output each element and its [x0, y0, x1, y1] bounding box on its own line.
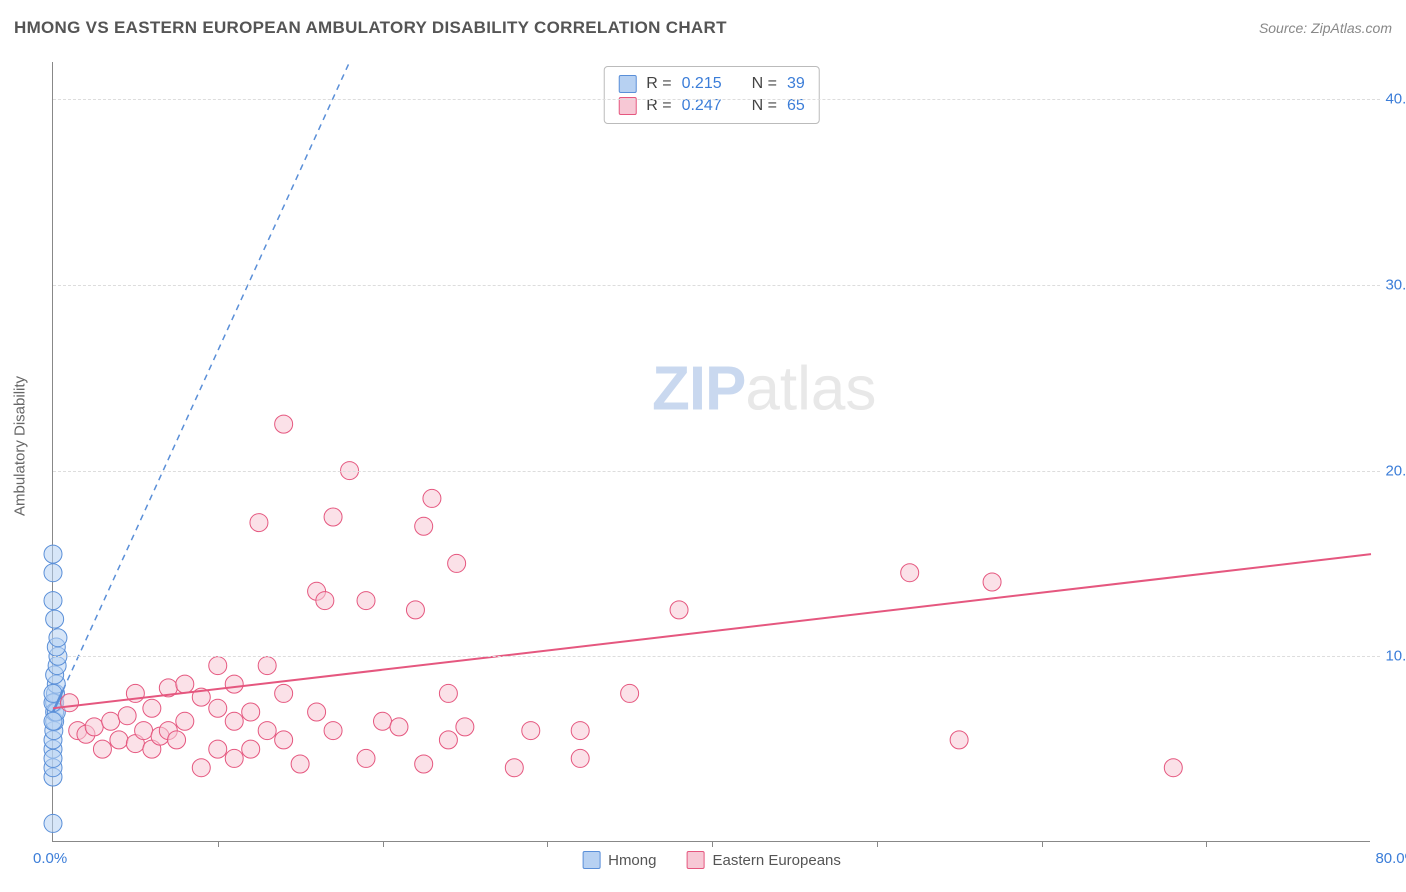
data-point: [415, 755, 433, 773]
data-point: [456, 718, 474, 736]
data-point: [118, 707, 136, 725]
data-point: [143, 699, 161, 717]
legend-series: Hmong Eastern Europeans: [582, 851, 841, 869]
data-point: [983, 573, 1001, 591]
data-point: [901, 564, 919, 582]
data-point: [85, 718, 103, 736]
x-tick: [1042, 841, 1043, 847]
data-point: [44, 814, 62, 832]
data-point: [505, 759, 523, 777]
data-point: [250, 514, 268, 532]
data-point: [522, 722, 540, 740]
data-point: [950, 731, 968, 749]
data-point: [209, 657, 227, 675]
data-point: [423, 489, 441, 507]
data-point: [225, 749, 243, 767]
n-label: N =: [752, 75, 777, 93]
data-point: [135, 722, 153, 740]
data-point: [324, 722, 342, 740]
data-point: [225, 712, 243, 730]
data-point: [209, 699, 227, 717]
data-point: [571, 722, 589, 740]
legend-label: Hmong: [608, 852, 656, 869]
data-point: [242, 740, 260, 758]
x-tick: [877, 841, 878, 847]
plot-area: ZIPatlas R =0.215N =39R =0.247N =65 Hmon…: [52, 62, 1370, 842]
x-max-label: 80.0%: [1375, 850, 1406, 867]
x-tick: [383, 841, 384, 847]
data-point: [316, 592, 334, 610]
legend-item: Eastern Europeans: [686, 851, 840, 869]
trend-line-dashed: [63, 62, 350, 690]
source-label: Source: ZipAtlas.com: [1259, 20, 1392, 36]
data-point: [415, 517, 433, 535]
x-tick: [1206, 841, 1207, 847]
data-point: [291, 755, 309, 773]
r-label: R =: [646, 75, 671, 93]
data-point: [192, 759, 210, 777]
legend-swatch: [618, 75, 636, 93]
r-value: 0.215: [682, 75, 722, 93]
data-point: [390, 718, 408, 736]
legend-swatch: [686, 851, 704, 869]
legend-label: Eastern Europeans: [712, 852, 840, 869]
y-tick-label: 30.0%: [1372, 276, 1406, 293]
data-point: [406, 601, 424, 619]
data-point: [102, 712, 120, 730]
data-point: [275, 731, 293, 749]
data-point: [49, 629, 67, 647]
data-point: [225, 675, 243, 693]
data-point: [670, 601, 688, 619]
data-point: [44, 564, 62, 582]
data-point: [1164, 759, 1182, 777]
data-point: [258, 722, 276, 740]
data-point: [448, 554, 466, 572]
data-point: [242, 703, 260, 721]
data-point: [571, 749, 589, 767]
data-point: [439, 731, 457, 749]
y-tick-label: 10.0%: [1372, 648, 1406, 665]
data-point: [44, 592, 62, 610]
gridline: [53, 285, 1380, 286]
y-tick-label: 40.0%: [1372, 91, 1406, 108]
chart-title: HMONG VS EASTERN EUROPEAN AMBULATORY DIS…: [14, 18, 727, 38]
data-point: [44, 545, 62, 563]
legend-stats: R =0.215N =39R =0.247N =65: [603, 66, 820, 124]
gridline: [53, 656, 1380, 657]
trend-line: [53, 554, 1371, 708]
x-tick: [712, 841, 713, 847]
data-point: [209, 740, 227, 758]
data-point: [621, 684, 639, 702]
data-point: [176, 675, 194, 693]
n-value: 39: [787, 75, 805, 93]
data-point: [374, 712, 392, 730]
legend-stats-row: R = 0.215 N = 39: [618, 73, 805, 95]
data-point: [357, 592, 375, 610]
legend-swatch: [582, 851, 600, 869]
x-tick: [218, 841, 219, 847]
y-tick-label: 20.0%: [1372, 462, 1406, 479]
data-point: [357, 749, 375, 767]
data-point: [275, 415, 293, 433]
data-point: [44, 712, 62, 730]
data-point: [46, 610, 64, 628]
data-point: [110, 731, 128, 749]
data-point: [439, 684, 457, 702]
gridline: [53, 99, 1380, 100]
data-point: [176, 712, 194, 730]
data-point: [60, 694, 78, 712]
data-point: [308, 703, 326, 721]
data-point: [275, 684, 293, 702]
data-point: [93, 740, 111, 758]
legend-item: Hmong: [582, 851, 656, 869]
data-point: [324, 508, 342, 526]
y-axis-label: Ambulatory Disability: [12, 376, 29, 516]
chart-svg: [53, 62, 1370, 841]
x-min-label: 0.0%: [33, 850, 67, 867]
data-point: [258, 657, 276, 675]
gridline: [53, 471, 1380, 472]
data-point: [44, 749, 62, 767]
x-tick: [547, 841, 548, 847]
data-point: [168, 731, 186, 749]
